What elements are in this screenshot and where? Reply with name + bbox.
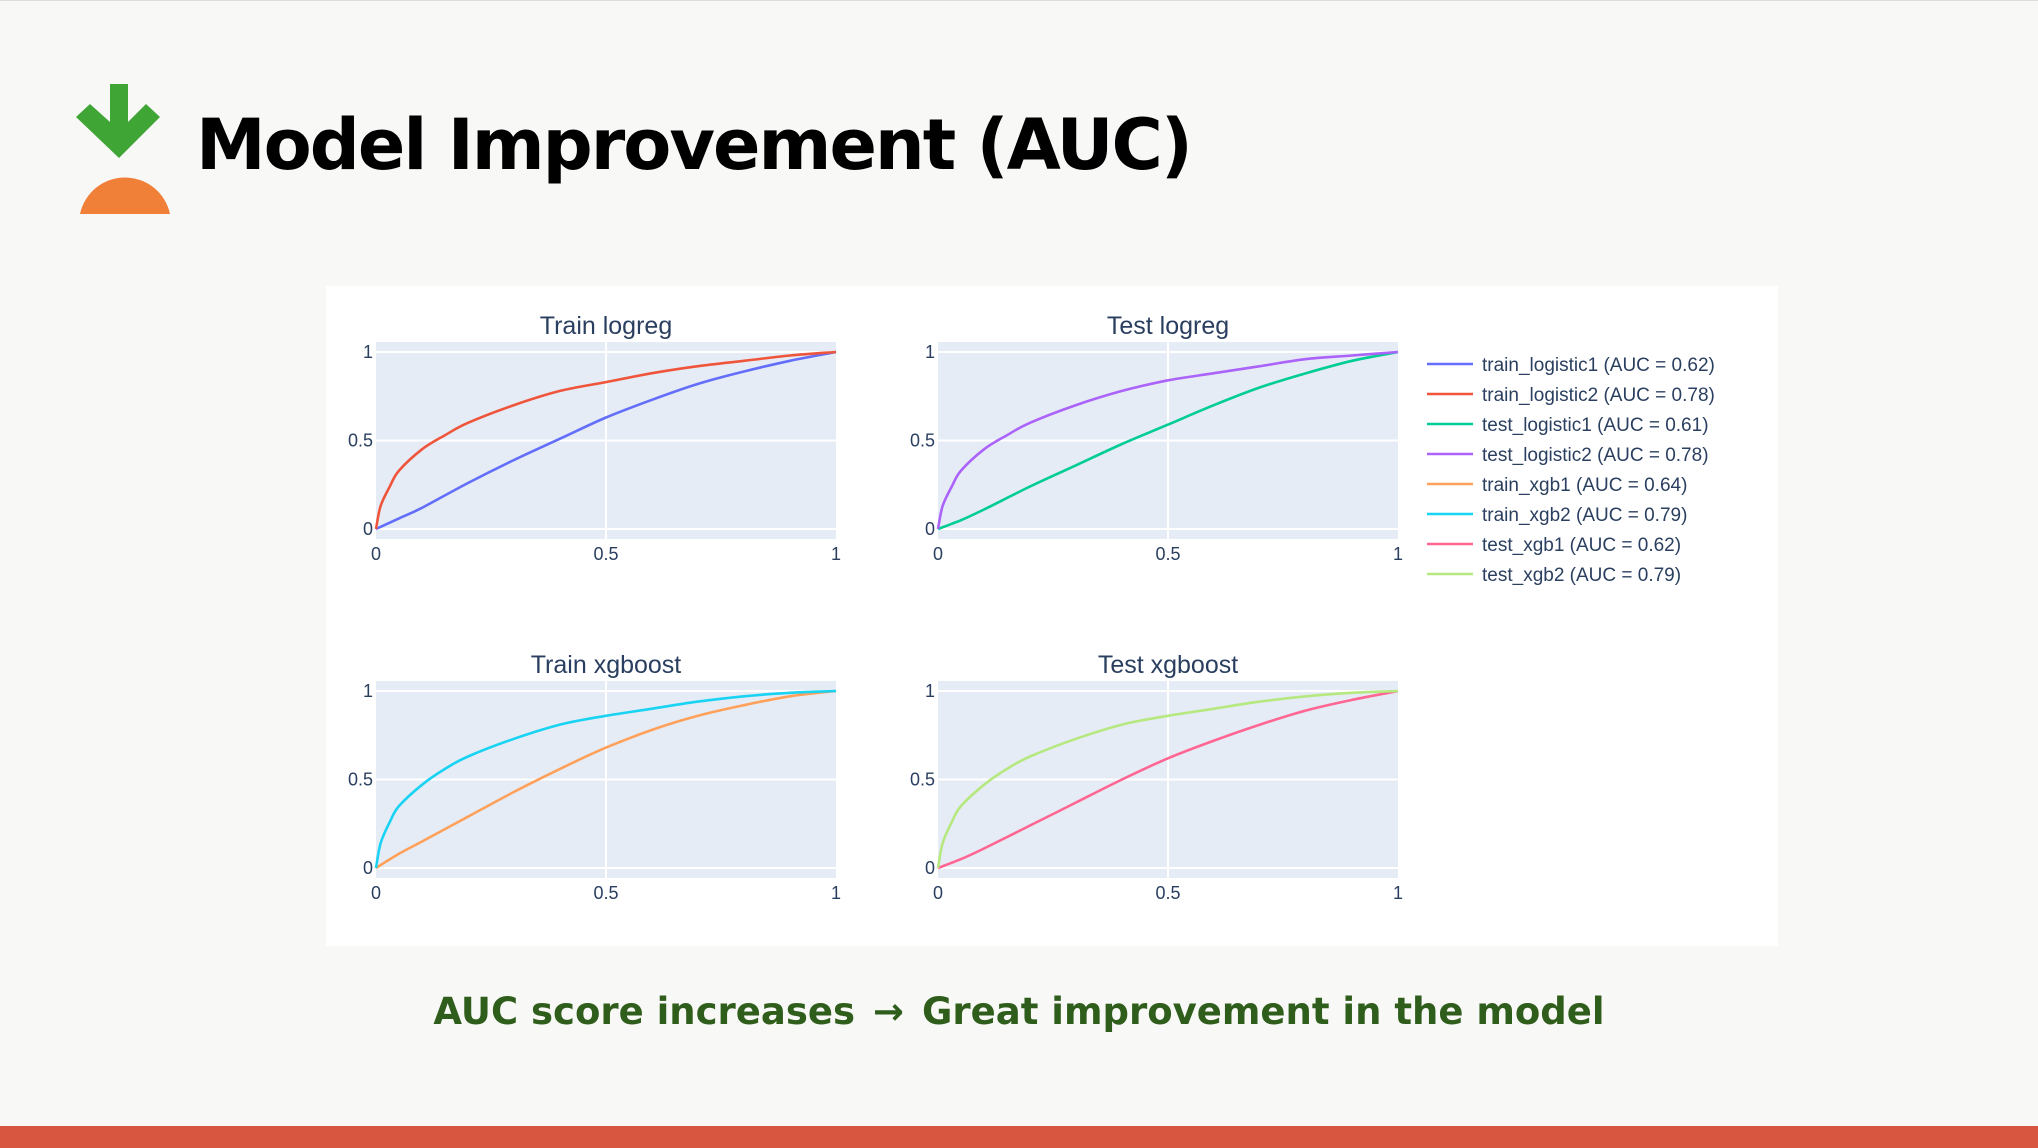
legend-label: train_xgb1 (AUC = 0.64) [1482,475,1687,496]
x-tick-label: 1 [831,544,841,564]
x-tick-label: 0.5 [593,883,618,903]
roc-chart-figure: Train logreg 0 0.5 1 0 0.5 1 Test logreg 0 0.5 1 0 0… [348,312,1715,903]
y-tick-label: 0.5 [348,431,373,451]
logo-leaf [76,84,160,158]
y-tick-label: 0.5 [348,770,373,790]
roc-line-3 [937,350,1399,531]
roc-line-6 [374,689,837,869]
bottom-accent-bar [0,1126,2038,1148]
subplot-3: Train xgboost 0 0.5 1 0 0.5 1 [348,651,841,903]
x-tick-label: 0 [371,544,381,564]
subplot-title: Test logreg [1107,312,1229,340]
subplot-title: Train logreg [540,312,672,340]
y-tick-label: 0.5 [910,770,935,790]
subplot-1: Train logreg 0 0.5 1 0 0.5 1 [348,312,841,564]
y-tick-label: 0.5 [910,431,935,451]
y-tick-label: 1 [925,342,935,362]
x-tick-label: 0.5 [1155,883,1180,903]
legend-label: test_logistic1 (AUC = 0.61) [1482,415,1709,436]
subplot-title: Test xgboost [1098,651,1238,679]
x-tick-label: 1 [831,883,841,903]
roc-line-8 [936,689,1399,869]
roc-line-5 [375,689,837,870]
logo-root [80,177,170,214]
x-tick-label: 0 [933,883,943,903]
legend: train_logistic1 (AUC = 0.62) train_logist… [1427,355,1715,586]
legend-label: test_logistic2 (AUC = 0.78) [1482,445,1709,466]
top-divider [0,0,2038,1]
roc-line-7 [937,689,1399,870]
x-tick-label: 0.5 [593,544,618,564]
roc-line-2 [374,350,837,530]
y-tick-label: 0 [925,519,935,539]
caption-arrow-icon: → [873,990,905,1033]
y-tick-label: 0 [363,858,373,878]
x-tick-label: 0 [371,883,381,903]
carrot-logo-icon [76,84,170,214]
subplot-2: Test logreg 0 0.5 1 0 0.5 1 [910,312,1403,564]
roc-line-4 [936,350,1399,530]
legend-label: train_logistic2 (AUC = 0.78) [1482,385,1715,406]
x-tick-label: 1 [1393,883,1403,903]
y-tick-label: 0 [925,858,935,878]
slide-title: Model Improvement (AUC) [196,104,1193,186]
caption-right: Great improvement in the model [922,990,1605,1033]
legend-label: train_xgb2 (AUC = 0.79) [1482,505,1687,526]
x-tick-label: 0.5 [1155,544,1180,564]
legend-label: test_xgb2 (AUC = 0.79) [1482,565,1681,586]
roc-line-1 [375,350,837,531]
x-tick-label: 0 [933,544,943,564]
y-tick-label: 0 [363,519,373,539]
y-tick-label: 1 [925,681,935,701]
slide-caption: AUC score increases → Great improvement in… [0,990,2038,1033]
y-tick-label: 1 [363,681,373,701]
caption-left: AUC score increases [433,990,855,1033]
legend-label: train_logistic1 (AUC = 0.62) [1482,355,1715,376]
roc-chart-card: Train logreg 0 0.5 1 0 0.5 1 Test logreg 0 0.5 1 0 0… [326,286,1778,946]
subplot-title: Train xgboost [531,651,682,679]
y-tick-label: 1 [363,342,373,362]
x-tick-label: 1 [1393,544,1403,564]
subplot-4: Test xgboost 0 0.5 1 0 0.5 1 [910,651,1403,903]
legend-label: test_xgb1 (AUC = 0.62) [1482,535,1681,556]
